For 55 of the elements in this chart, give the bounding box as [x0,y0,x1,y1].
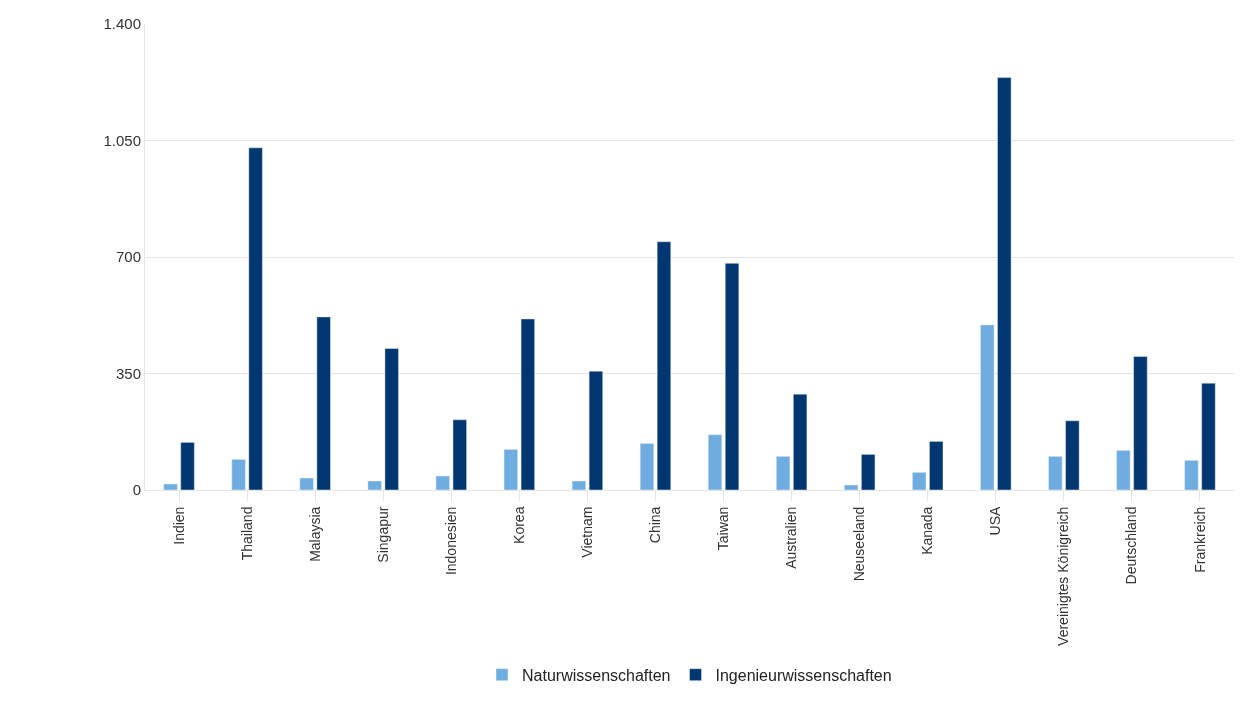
bar [435,475,450,490]
y-tick-label: 350 [115,364,141,382]
bar [1133,356,1148,490]
x-tick-label: Frankreich [1191,506,1208,573]
y-tick-label: 1.400 [103,15,141,33]
bar [367,480,382,490]
legend-label: Ingenieurwissenschaften [715,666,892,684]
bar [299,477,314,490]
bar [384,348,399,490]
bar [776,456,791,490]
bar [520,318,535,490]
bar [980,324,995,490]
bar [1065,420,1080,490]
bar [316,316,331,490]
y-tick-label: 0 [132,481,141,499]
bar [248,147,263,490]
y-tick-label: 700 [115,248,141,266]
x-tick-label: Korea [510,506,527,544]
bar [163,483,178,490]
x-tick-label: Singapur [374,506,391,563]
x-tick-label: Kanada [919,506,936,555]
bar [452,419,467,490]
bar [707,434,723,490]
x-tick-label: Indien [170,506,187,545]
bar [1116,450,1131,490]
x-tick-label: Australien [783,506,800,569]
x-tick-label: Vereinigtes Königreich [1055,506,1072,646]
bar [1184,460,1199,490]
bar [1201,382,1216,490]
bar [588,370,603,490]
x-tick-label: China [647,506,664,544]
bar [231,459,246,490]
x-tick-label: Taiwan [715,506,732,551]
bar [503,449,518,490]
bar [724,263,740,490]
bar [571,480,586,490]
bar [180,442,195,490]
x-tick-label: Indonesien [442,506,459,576]
bar [929,441,944,490]
bar [639,443,655,490]
x-tick-label: Thailand [238,506,255,561]
x-tick-label: Neuseeland [851,506,868,582]
bar [656,241,672,490]
x-tick-label: USA [987,505,1004,536]
bar [997,77,1012,490]
x-tick-label: Deutschland [1123,506,1140,585]
bar [861,454,876,490]
bar [912,472,927,490]
bar [793,393,808,490]
bar [844,484,859,490]
legend-label: Naturwissenschaften [522,666,671,684]
bar [1048,456,1063,490]
y-tick-label: 1.050 [103,131,141,149]
x-tick-label: Malaysia [306,506,323,562]
x-tick-label: Vietnam [578,506,595,558]
